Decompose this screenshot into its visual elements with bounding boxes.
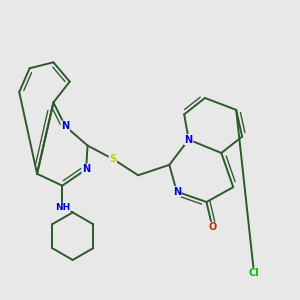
Text: N: N — [82, 164, 90, 174]
Text: S: S — [109, 154, 116, 164]
Text: NH: NH — [55, 203, 70, 212]
Text: N: N — [184, 135, 193, 145]
Text: N: N — [61, 121, 69, 131]
Text: Cl: Cl — [249, 268, 260, 278]
Text: N: N — [173, 187, 181, 196]
Text: O: O — [208, 222, 217, 232]
